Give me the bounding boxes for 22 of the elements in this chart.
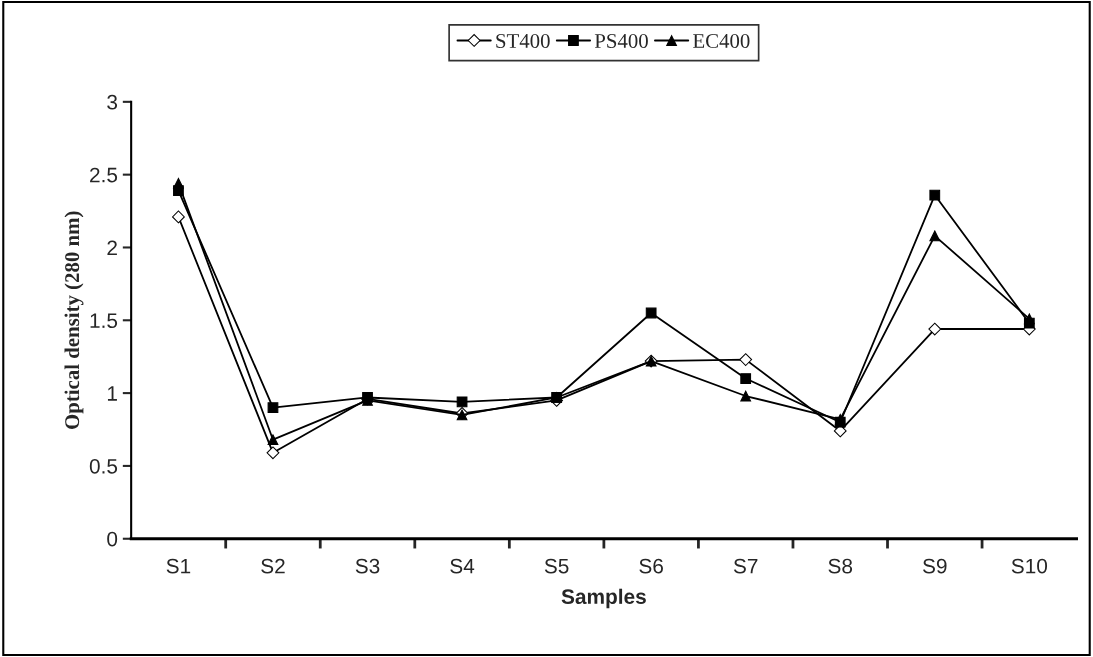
y-tick-label: 0.5	[89, 458, 118, 474]
x-tick-label: S2	[261, 558, 285, 574]
y-tick-label: 1.5	[90, 313, 118, 329]
x-tick-label: S4	[450, 558, 475, 574]
x-axis-title: Samples	[561, 588, 646, 609]
x-tick-label: S3	[355, 558, 380, 574]
x-tick-label: S8	[828, 558, 853, 574]
legend-label: PS400	[594, 33, 648, 48]
x-tick-label: S1	[166, 558, 191, 574]
y-tick-label: 1	[107, 386, 117, 401]
y-axis-title: Optical density (280 nm)	[64, 211, 84, 429]
x-tick-label: S10	[1011, 558, 1048, 574]
x-tick-label: S9	[922, 558, 947, 574]
y-tick-label: 2	[107, 240, 117, 256]
y-tick-label: 0	[107, 531, 118, 547]
y-tick-label: 2.5	[90, 167, 118, 183]
y-tick-label: 3	[107, 94, 118, 110]
legend-label: ST400	[496, 33, 550, 48]
x-tick-label: S5	[544, 558, 569, 574]
x-tick-label: S6	[639, 558, 663, 574]
legend-label: EC400	[693, 33, 750, 48]
x-tick-label: S7	[733, 558, 758, 574]
